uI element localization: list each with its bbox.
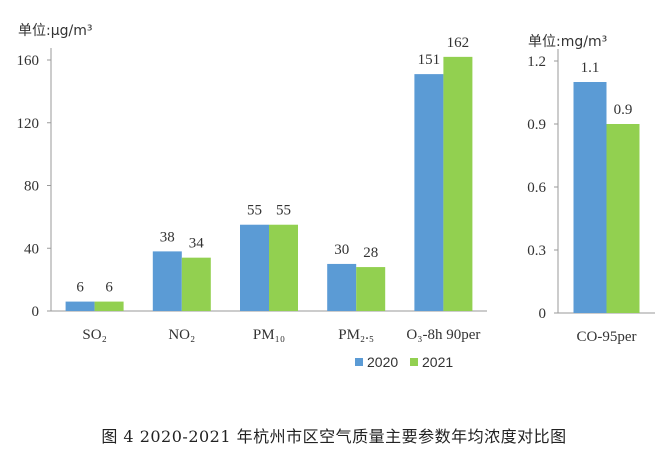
figure-caption: 图 4 2020-2021 年杭州市区空气质量主要参数年均浓度对比图	[0, 423, 668, 447]
x-tick-label: NO₂	[168, 327, 195, 343]
bar-2021	[356, 267, 385, 311]
bar-2021	[607, 124, 640, 313]
bar-2020	[574, 82, 607, 313]
x-tick-label: PM₂.₅	[338, 327, 374, 343]
bar-2021	[443, 57, 472, 311]
data-label: 151	[418, 52, 441, 68]
data-label: 28	[363, 245, 378, 261]
data-label: 55	[276, 203, 291, 219]
x-tick-label: CO-95per	[577, 329, 637, 345]
y-tick-label: 1.2	[527, 54, 546, 70]
data-label: 55	[247, 203, 262, 219]
bar-2021	[182, 258, 211, 311]
bar-2021	[95, 302, 124, 311]
co-unit-label: 单位:mg/m³	[528, 34, 607, 50]
legend-label: 2021	[422, 354, 453, 370]
bar-2020	[240, 225, 269, 311]
data-label: 6	[105, 280, 113, 296]
y-tick-label: 0.6	[527, 180, 546, 196]
bar-2020	[414, 74, 443, 311]
x-tick-label: SO₂	[82, 327, 106, 343]
y-tick-label: 0	[32, 304, 40, 320]
y-tick-label: 40	[24, 241, 39, 257]
data-label: 38	[160, 229, 175, 245]
legend: 2020 2021	[355, 354, 453, 370]
data-label: 34	[189, 236, 205, 252]
bar-2020	[66, 302, 95, 311]
y-tick-label: 120	[17, 116, 40, 132]
x-tick-label: O₃-8h 90per	[406, 327, 480, 343]
data-label: 1.1	[581, 60, 600, 76]
data-label: 0.9	[614, 102, 633, 118]
legend-label: 2020	[367, 354, 398, 370]
legend-swatch-2020	[355, 358, 363, 366]
bar-2020	[327, 264, 356, 311]
co-plot-area: 0 0.3 0.6 0.9 1.2 1.1 0.9 CO-95per	[527, 49, 655, 345]
bar-2020	[153, 251, 182, 311]
data-label: 162	[447, 35, 470, 51]
bar-2021	[269, 225, 298, 311]
main-unit-label: 单位:μg/m³	[18, 23, 92, 39]
y-tick-label: 160	[17, 53, 40, 69]
legend-swatch-2021	[410, 358, 418, 366]
chart-figure: 单位:μg/m³ 单位:mg/m³ 0 40 80 120 160 6 6 SO₂ 38 34 NO…	[0, 0, 668, 400]
x-tick-label: PM₁₀	[253, 327, 285, 343]
y-tick-label: 0.9	[527, 117, 546, 133]
data-label: 6	[76, 280, 84, 296]
y-tick-label: 0	[539, 306, 547, 322]
data-label: 30	[334, 242, 349, 258]
y-tick-label: 80	[24, 179, 39, 195]
main-plot-area: 0 40 80 120 160 6 6 SO₂ 38 34 NO₂ 55 55 PM₁₀ 30 28 PM₂.₅…	[17, 35, 488, 343]
y-tick-label: 0.3	[527, 243, 546, 259]
